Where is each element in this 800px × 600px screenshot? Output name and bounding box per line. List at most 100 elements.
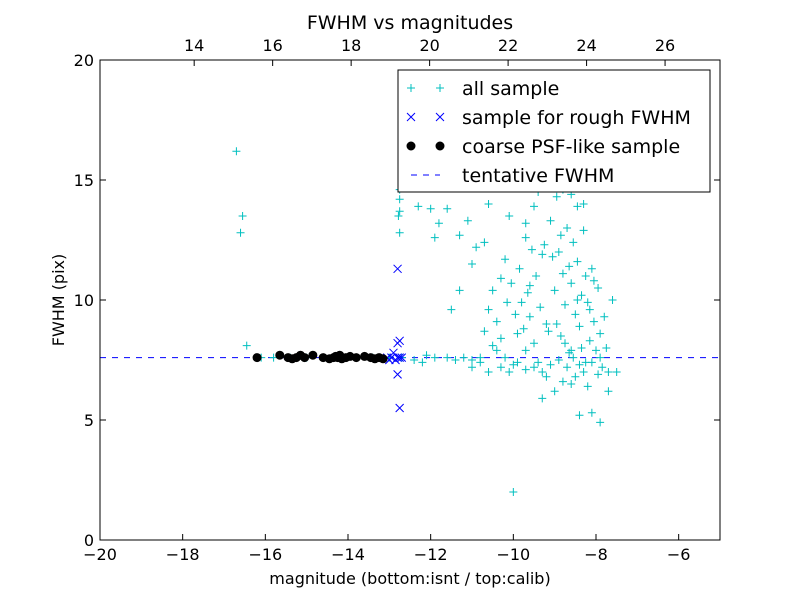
axis-ticks: −20 −18 −16 −14 −12 −10 −8 −6 14 16 18 20 22 24 26 0 5 10…	[74, 36, 720, 564]
all-sample-point	[525, 281, 534, 290]
all-sample-point	[395, 228, 404, 237]
rough-fwhm-point	[393, 370, 402, 379]
all-sample-point	[525, 312, 534, 321]
legend: all sample sample for rough FWHM coarse PS…	[397, 69, 711, 193]
all-sample-point	[548, 252, 557, 261]
all-sample-point	[430, 233, 439, 242]
all-sample-point	[579, 200, 588, 208]
all-sample-point	[509, 488, 518, 496]
x-tick-label: −6	[667, 545, 691, 564]
all-sample-point	[573, 202, 582, 211]
all-sample-point	[414, 202, 423, 211]
all-sample-point	[530, 339, 538, 348]
all-sample-point	[567, 346, 576, 355]
rough-fwhm-point	[397, 353, 407, 362]
all-sample-point	[418, 358, 427, 367]
x-tick-label: −10	[496, 545, 530, 564]
all-sample-point	[238, 212, 247, 220]
all-sample-point	[600, 312, 609, 321]
all-sample-point	[587, 408, 596, 417]
all-sample-point	[501, 353, 510, 362]
top-x-tick-label: 22	[498, 36, 518, 55]
legend-marker	[436, 84, 444, 92]
x-axis-label: magnitude (bottom:isnt / top:calib)	[269, 569, 550, 588]
all-sample-point	[554, 356, 563, 364]
rough-fwhm-point	[391, 355, 400, 365]
all-sample-point	[594, 284, 603, 292]
all-sample-point	[573, 257, 582, 266]
all-sample-point	[394, 212, 403, 220]
legend-marker	[435, 112, 445, 122]
all-sample-point	[434, 219, 443, 228]
all-sample-point	[536, 303, 545, 312]
y-tick-label: 10	[74, 291, 94, 310]
all-sample-point	[521, 365, 530, 374]
legend-label: all sample	[462, 78, 559, 100]
all-sample-point	[554, 248, 563, 256]
all-sample-point	[569, 353, 578, 362]
all-sample-point	[612, 368, 621, 376]
all-sample-point	[505, 368, 514, 376]
all-sample-point	[579, 368, 588, 376]
rough-fwhm-point	[389, 348, 398, 358]
all-sample-point	[567, 380, 576, 388]
legend-label: coarse PSF-like sample	[462, 136, 680, 158]
all-sample-point	[550, 387, 559, 396]
all-sample-point	[463, 216, 472, 225]
all-sample-point	[596, 329, 605, 338]
all-sample-point	[596, 353, 605, 362]
all-sample-point	[232, 147, 241, 156]
all-sample-point	[546, 216, 555, 225]
all-sample-point	[552, 320, 561, 328]
x-tick-label: −12	[414, 545, 448, 564]
all-sample-point	[589, 276, 598, 285]
all-sample-point	[567, 279, 576, 288]
top-x-tick-label: 24	[576, 36, 596, 55]
chart-title: FWHM vs magnitudes	[307, 12, 513, 34]
legend-marker	[407, 84, 415, 92]
all-sample-point	[538, 368, 547, 376]
all-sample-point	[443, 204, 452, 213]
all-sample-point	[596, 418, 605, 427]
all-sample-point	[484, 368, 493, 376]
all-sample-point	[542, 320, 551, 328]
plot-area	[100, 147, 720, 496]
all-sample-point	[472, 243, 481, 252]
all-sample-point	[468, 356, 476, 364]
all-sample-point	[523, 288, 532, 297]
all-sample-point	[509, 360, 518, 369]
rough-fwhm-point	[395, 403, 405, 413]
all-sample-point	[581, 272, 590, 280]
top-x-tick-label: 20	[419, 36, 439, 55]
rough-fwhm-point	[395, 353, 405, 362]
all-sample-point	[492, 346, 501, 355]
x-tick-label: −8	[584, 545, 608, 564]
all-sample-point	[579, 226, 588, 235]
all-sample-point	[585, 336, 594, 345]
legend-box	[397, 69, 711, 193]
psf-like-point	[351, 353, 361, 363]
all-sample-point	[507, 279, 516, 288]
all-sample-point	[488, 286, 497, 295]
all-sample-point	[546, 360, 555, 369]
all-sample-point	[496, 334, 505, 343]
all-sample-point	[505, 212, 514, 220]
all-sample-point	[521, 346, 530, 355]
all-sample-point	[447, 305, 456, 314]
all-sample-point	[236, 228, 245, 237]
all-sample-point	[540, 240, 549, 249]
x-tick-label: −20	[83, 545, 117, 564]
all-sample-point	[521, 233, 530, 242]
all-sample-point	[426, 204, 435, 213]
y-axis-label: FWHM (pix)	[49, 254, 68, 347]
all-sample-point	[575, 411, 584, 420]
all-sample-point	[468, 363, 476, 372]
psf-like-point	[252, 353, 262, 363]
y-tick-label: 20	[74, 51, 94, 70]
all-sample-point	[583, 382, 592, 391]
all-sample-point	[552, 192, 561, 201]
psf-like-point	[275, 350, 285, 360]
psf-like-point	[378, 354, 388, 364]
all-sample-point	[608, 296, 617, 304]
all-sample-point	[527, 245, 536, 254]
